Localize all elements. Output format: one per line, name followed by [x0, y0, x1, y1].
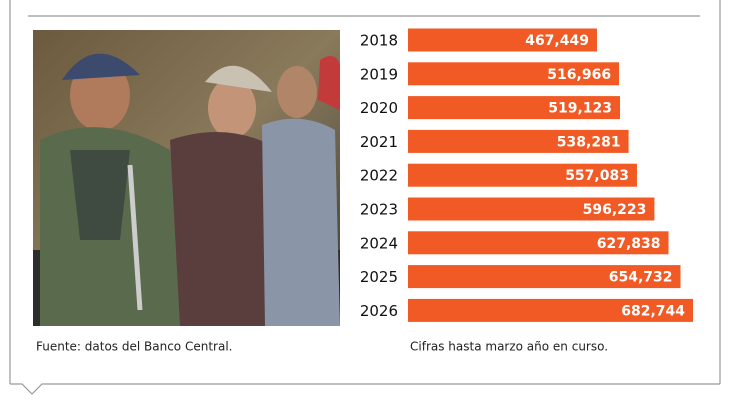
bar	[408, 163, 637, 187]
bar	[408, 96, 621, 120]
bar	[408, 129, 629, 153]
value-label: 654,732	[609, 270, 673, 286]
y-tick-label: 2020	[360, 99, 398, 117]
bar	[408, 197, 655, 221]
value-label: 538,281	[557, 134, 621, 150]
y-tick-label: 2023	[360, 201, 398, 219]
y-tick-label: 2026	[360, 302, 398, 320]
y-tick-label: 2019	[360, 65, 398, 83]
y-tick-label: 2024	[360, 234, 398, 252]
bar	[408, 298, 694, 322]
bar	[408, 62, 620, 86]
value-label: 682,744	[621, 303, 685, 319]
bar	[408, 231, 669, 255]
y-tick-label: 2022	[360, 167, 398, 185]
value-label: 557,083	[565, 168, 629, 184]
value-label: 519,123	[548, 101, 612, 117]
source: Fuente: datos del Banco Central.	[36, 340, 232, 354]
value-label: 516,966	[547, 67, 611, 83]
y-tick-label: 2018	[360, 32, 398, 50]
bar	[408, 28, 597, 52]
value-label: 467,449	[525, 33, 589, 49]
photo	[33, 30, 340, 326]
value-label: 627,838	[597, 236, 661, 252]
note: Cifras hasta marzo año en curso.	[410, 340, 608, 354]
y-tick-label: 2021	[360, 133, 398, 151]
bar	[408, 265, 681, 289]
y-tick-label: 2025	[360, 268, 398, 286]
value-label: 596,223	[583, 202, 647, 218]
frame	[9, 0, 721, 395]
